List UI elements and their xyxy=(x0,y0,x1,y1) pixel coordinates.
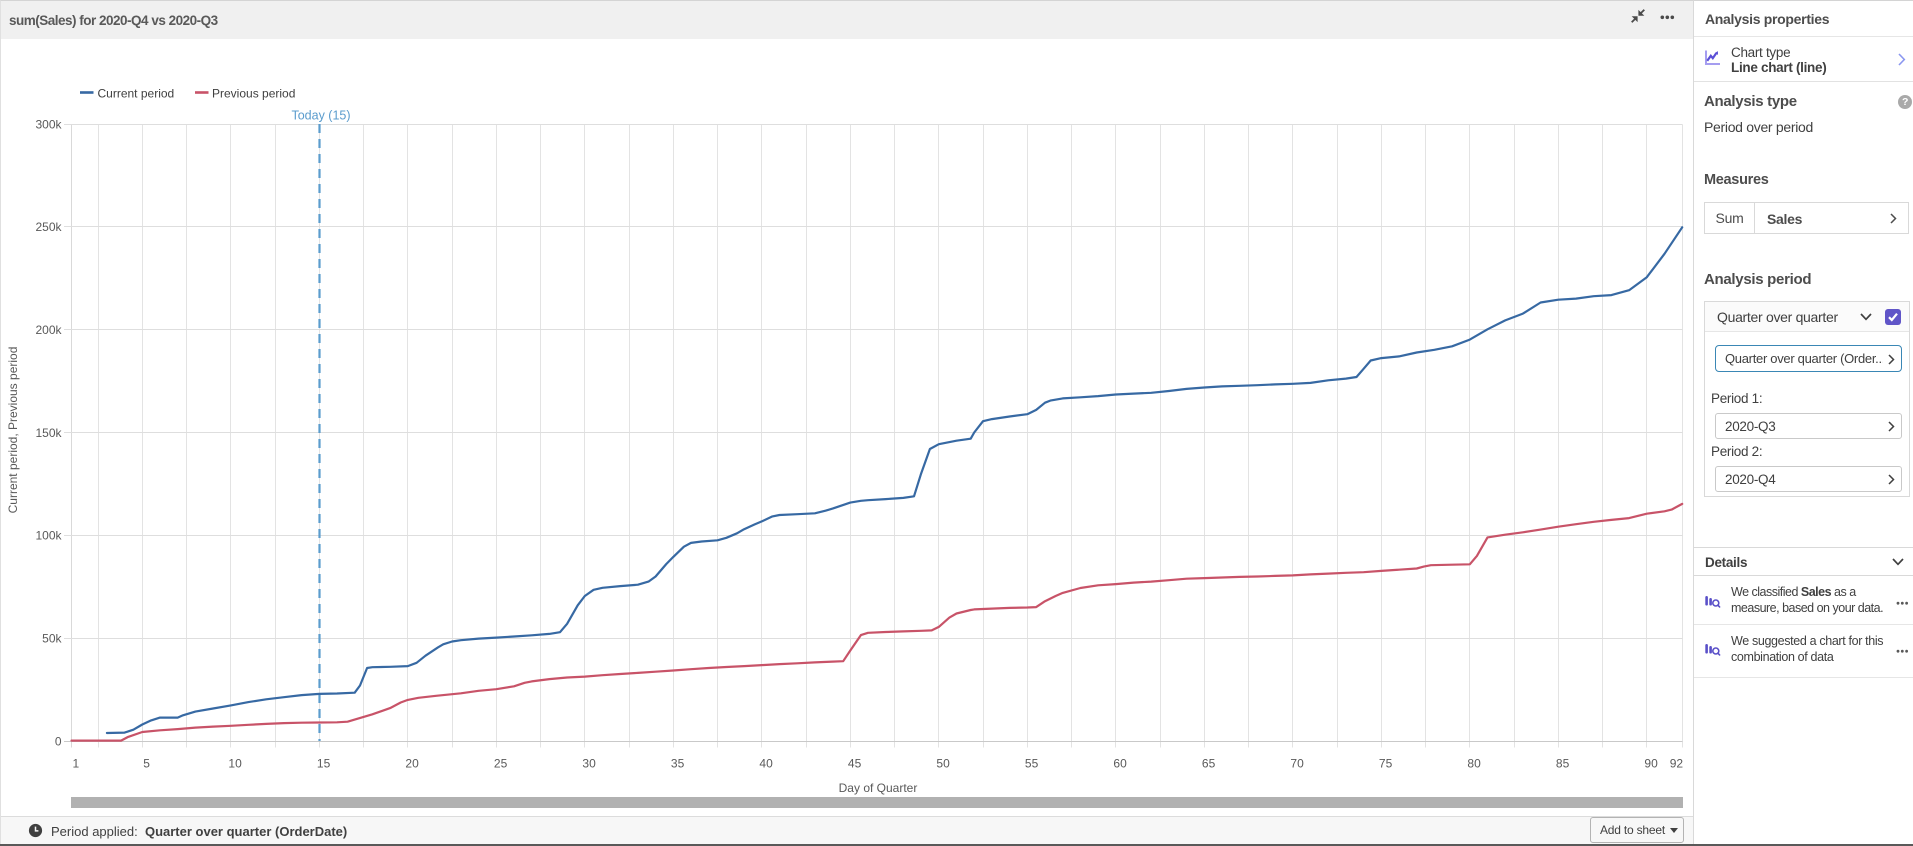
svg-text:Previous period: Previous period xyxy=(212,87,295,101)
svg-text:20: 20 xyxy=(405,757,419,771)
svg-text:Day of Quarter: Day of Quarter xyxy=(839,781,918,795)
svg-text:60: 60 xyxy=(1113,757,1127,771)
svg-text:40: 40 xyxy=(759,757,773,771)
svg-text:50k: 50k xyxy=(42,632,62,646)
svg-text:300k: 300k xyxy=(35,117,62,131)
svg-text:Today (15): Today (15) xyxy=(291,109,350,123)
svg-text:100k: 100k xyxy=(35,529,62,543)
svg-text:92: 92 xyxy=(1670,757,1684,771)
svg-text:10: 10 xyxy=(228,757,242,771)
svg-text:150k: 150k xyxy=(35,426,62,440)
svg-text:45: 45 xyxy=(848,757,862,771)
svg-text:70: 70 xyxy=(1290,757,1304,771)
svg-text:0: 0 xyxy=(55,734,62,748)
svg-text:250k: 250k xyxy=(35,220,62,234)
svg-text:1: 1 xyxy=(72,757,79,771)
svg-text:85: 85 xyxy=(1556,757,1570,771)
svg-text:25: 25 xyxy=(494,757,508,771)
svg-text:Current period, Previous perio: Current period, Previous period xyxy=(6,347,20,514)
svg-text:65: 65 xyxy=(1202,757,1216,771)
svg-text:75: 75 xyxy=(1379,757,1393,771)
svg-text:55: 55 xyxy=(1025,757,1039,771)
svg-text:90: 90 xyxy=(1644,757,1658,771)
svg-text:5: 5 xyxy=(143,757,150,771)
svg-text:Current period: Current period xyxy=(98,87,175,101)
svg-text:80: 80 xyxy=(1467,757,1481,771)
svg-text:200k: 200k xyxy=(35,323,62,337)
svg-text:50: 50 xyxy=(936,757,950,771)
svg-text:15: 15 xyxy=(317,757,331,771)
svg-text:30: 30 xyxy=(582,757,596,771)
svg-text:35: 35 xyxy=(671,757,685,771)
